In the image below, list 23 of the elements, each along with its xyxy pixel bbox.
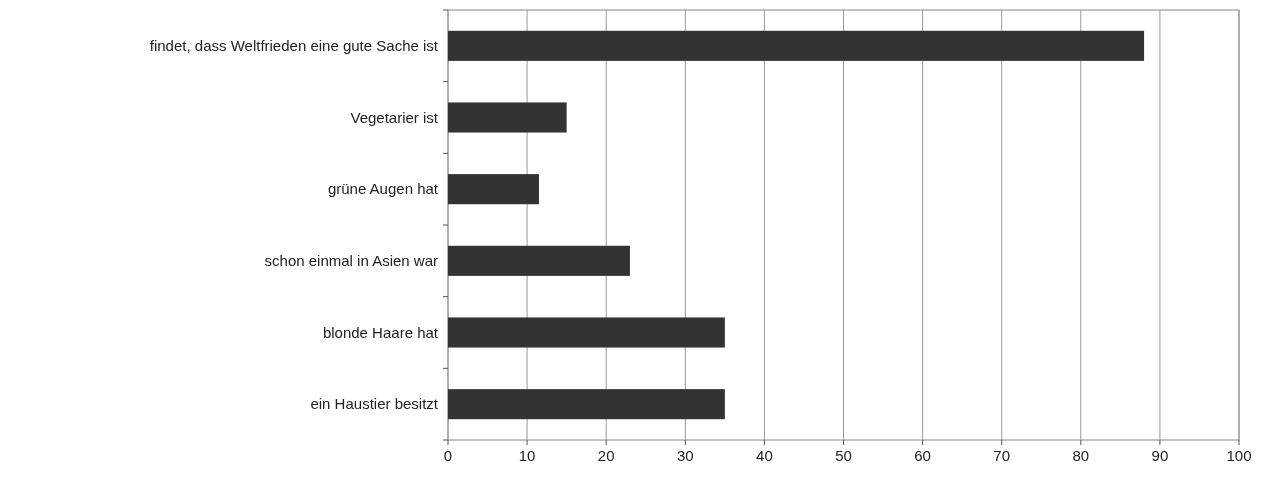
y-tick-label: blonde Haare hat	[322, 323, 439, 341]
x-tick-label: 0	[443, 447, 453, 464]
x-tick-label: 100	[1226, 447, 1252, 464]
y-tick-label: schon einmal in Asien war	[264, 252, 438, 270]
x-tick-label: 60	[914, 447, 931, 464]
x-tick-label: 80	[1072, 447, 1090, 464]
y-tick-label: findet, dass Weltfrieden eine gute Sache ist	[149, 37, 439, 55]
y-tick-label: ein Haustier besitzt	[310, 395, 439, 413]
bar	[448, 174, 539, 205]
x-tick-label: 40	[756, 447, 773, 464]
y-tick-label: grüne Augen hat	[327, 180, 439, 198]
bar	[448, 317, 725, 348]
bar	[448, 30, 1145, 61]
x-tick-label: 30	[676, 447, 694, 464]
x-tick-label: 10	[518, 447, 536, 464]
x-tick-label: 70	[993, 447, 1011, 464]
bar	[448, 389, 725, 420]
x-tick-label: 20	[597, 447, 615, 464]
bar	[448, 102, 567, 133]
x-tick-label: 90	[1151, 447, 1169, 464]
y-tick-label: Vegetarier ist	[350, 108, 439, 126]
x-tick-label: 50	[835, 447, 852, 464]
bar	[448, 245, 630, 276]
